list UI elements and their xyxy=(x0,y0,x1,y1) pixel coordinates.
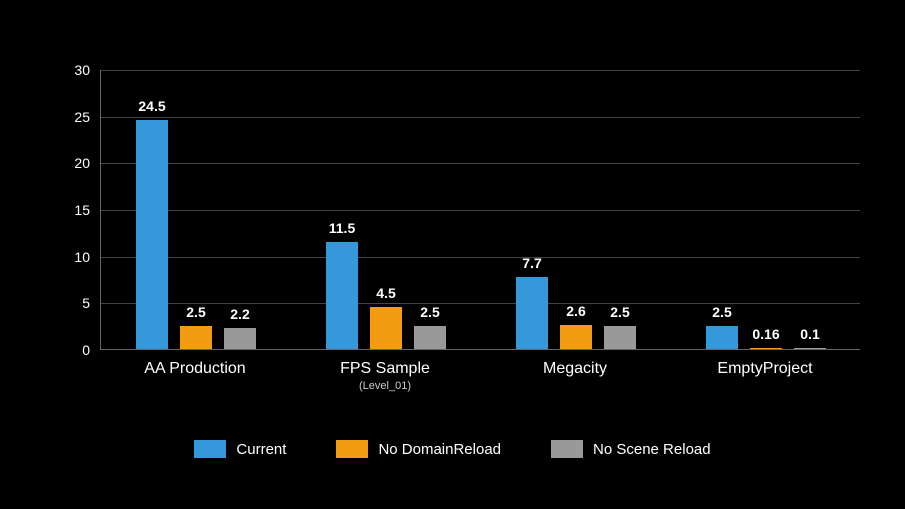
gridline xyxy=(101,70,860,71)
legend: Current No DomainReload No Scene Reload xyxy=(0,440,905,458)
bar-value-label: 24.5 xyxy=(138,98,165,114)
category-label: Megacity xyxy=(485,360,665,378)
bar-value-label: 4.5 xyxy=(376,285,395,301)
y-axis-tick: 5 xyxy=(60,295,90,311)
category-label: EmptyProject xyxy=(675,360,855,378)
y-axis-tick: 20 xyxy=(60,155,90,171)
bar: 2.5 xyxy=(706,326,738,349)
legend-label: Current xyxy=(236,441,286,458)
bar: 2.2 xyxy=(224,328,256,349)
legend-label: No DomainReload xyxy=(378,441,501,458)
gridline xyxy=(101,210,860,211)
category-label: FPS Sample(Level_01) xyxy=(295,360,475,392)
bar: 2.5 xyxy=(414,326,446,349)
bar: 2.5 xyxy=(180,326,212,349)
legend-item: No Scene Reload xyxy=(551,440,711,458)
bar-value-label: 2.5 xyxy=(712,304,731,320)
legend-item: Current xyxy=(194,440,286,458)
bar: 0.16 xyxy=(750,348,782,349)
bar: 2.6 xyxy=(560,325,592,349)
gridline xyxy=(101,303,860,304)
category-label: AA Production xyxy=(105,360,285,378)
bar: 2.5 xyxy=(604,326,636,349)
bar-value-label: 11.5 xyxy=(329,220,355,236)
bar: 24.5 xyxy=(136,120,168,349)
bar-chart: 24.52.52.211.54.52.57.72.62.52.50.160.1 … xyxy=(70,70,860,370)
legend-label: No Scene Reload xyxy=(593,441,711,458)
bar-value-label: 2.2 xyxy=(230,306,249,322)
legend-item: No DomainReload xyxy=(336,440,501,458)
bar-value-label: 2.5 xyxy=(186,304,205,320)
bar-value-label: 2.6 xyxy=(566,303,585,319)
bar-value-label: 7.7 xyxy=(522,255,541,271)
category-sublabel: (Level_01) xyxy=(295,380,475,392)
bar-value-label: 2.5 xyxy=(420,304,439,320)
bar-value-label: 0.1 xyxy=(800,326,819,342)
bar: 11.5 xyxy=(326,242,358,349)
gridline xyxy=(101,163,860,164)
bar: 7.7 xyxy=(516,277,548,349)
legend-swatch xyxy=(551,440,583,458)
bar-value-label: 2.5 xyxy=(610,304,629,320)
y-axis-tick: 10 xyxy=(60,249,90,265)
bar-value-label: 0.16 xyxy=(752,326,779,342)
plot-area: 24.5 2.5 2.2 11.5 4.5 2.5 7.7 2.6 2.5 2.5 0.16 0.1 xyxy=(100,70,860,350)
y-axis-tick: 30 xyxy=(60,62,90,78)
y-axis-tick: 25 xyxy=(60,109,90,125)
bar: 0.1 xyxy=(794,348,826,349)
legend-swatch xyxy=(194,440,226,458)
bar: 4.5 xyxy=(370,307,402,349)
gridline xyxy=(101,257,860,258)
gridline xyxy=(101,117,860,118)
legend-swatch xyxy=(336,440,368,458)
y-axis-tick: 15 xyxy=(60,202,90,218)
y-axis-tick: 0 xyxy=(60,342,90,358)
